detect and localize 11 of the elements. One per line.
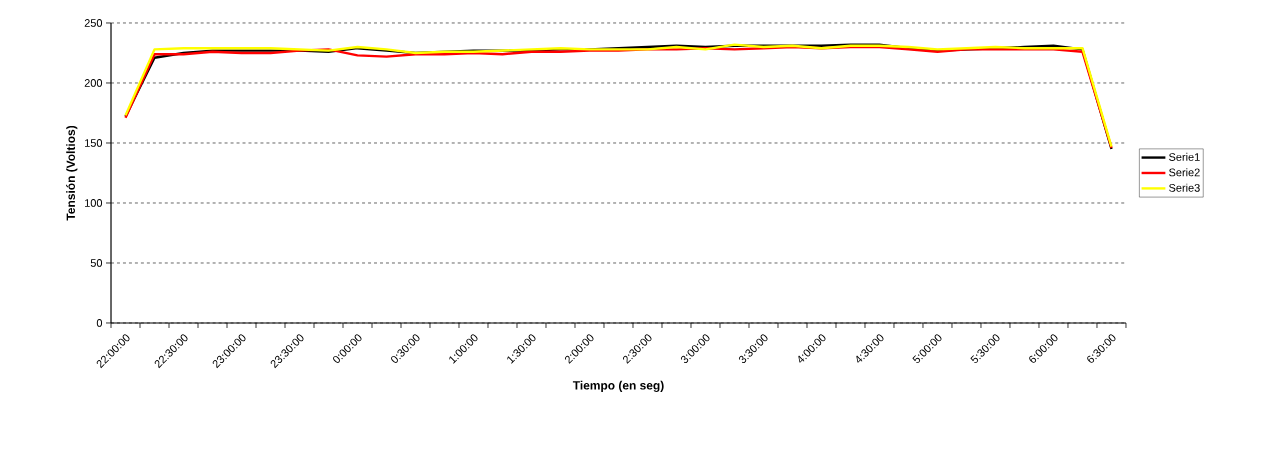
y-tick-label: 150 bbox=[85, 139, 103, 147]
y-tick-label: 0 bbox=[96, 319, 103, 327]
legend-label: Serie1 bbox=[1169, 152, 1200, 161]
y-tick-label: 50 bbox=[90, 259, 103, 267]
y-axis-title: Tensión (Voltios) bbox=[66, 125, 78, 221]
x-axis-title: Tiempo (en seg) bbox=[572, 380, 664, 393]
y-tick-label: 100 bbox=[85, 199, 103, 207]
y-tick-label: 250 bbox=[84, 19, 103, 27]
legend-label: Serie3 bbox=[1169, 183, 1200, 192]
y-tick-label: 200 bbox=[84, 79, 103, 87]
legend-label: Serie2 bbox=[1169, 168, 1200, 177]
